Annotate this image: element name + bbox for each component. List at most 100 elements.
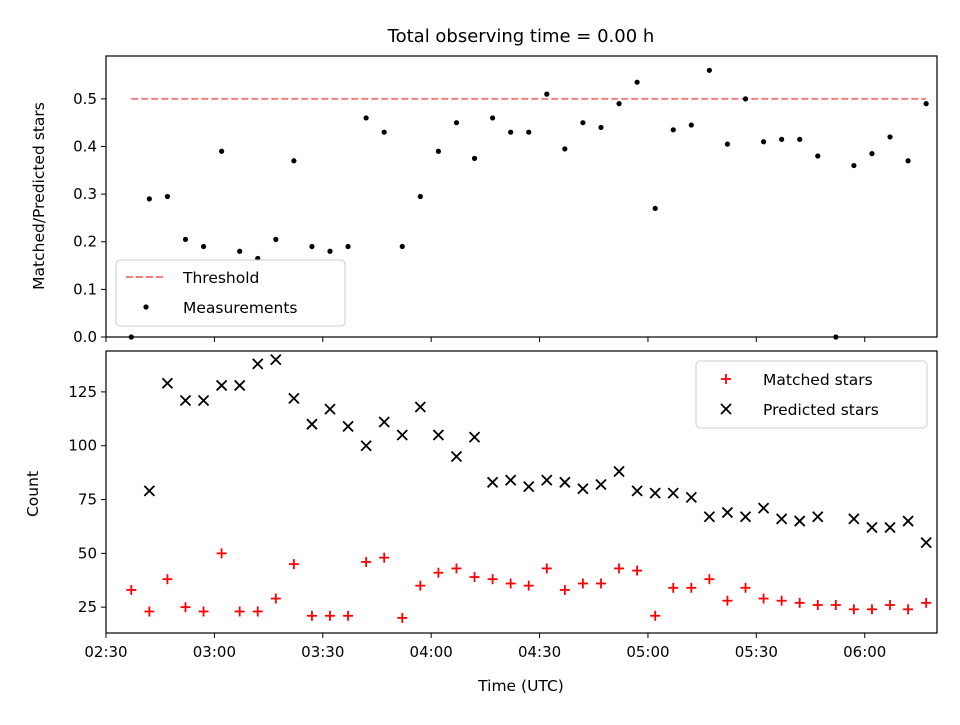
measurement-point bbox=[688, 122, 694, 128]
measurement-point bbox=[562, 146, 568, 152]
top-legend-box bbox=[115, 259, 346, 327]
predicted-star-point bbox=[703, 511, 716, 523]
matched-star-point bbox=[288, 559, 299, 570]
bottom-legend-box bbox=[695, 360, 928, 429]
measurement-point bbox=[580, 120, 586, 126]
legend-matched-swatch bbox=[721, 374, 731, 384]
top-y-axis-label: Matched/Predicted stars bbox=[30, 102, 48, 290]
predicted-star-point bbox=[360, 440, 372, 452]
measurement-point bbox=[905, 158, 911, 164]
predicted-star-point bbox=[794, 515, 806, 527]
matched-star-point bbox=[650, 610, 661, 621]
matched-star-point bbox=[361, 556, 372, 567]
predicted-star-point bbox=[396, 429, 408, 441]
legend-predicted-swatch bbox=[720, 403, 732, 415]
predicted-star-point bbox=[414, 401, 426, 413]
top-y-tick-label: 0.5 bbox=[73, 90, 97, 108]
legend-predicted-label: Predicted stars bbox=[763, 401, 879, 419]
predicted-star-point bbox=[902, 515, 914, 527]
measurement-point bbox=[345, 243, 351, 250]
matched-star-point bbox=[325, 610, 336, 621]
matched-star-point bbox=[541, 563, 552, 574]
bottom-y-tick-label: 100 bbox=[68, 437, 97, 455]
measurement-point bbox=[634, 79, 640, 85]
predicted-star-point bbox=[757, 502, 770, 514]
matched-star-point bbox=[794, 597, 805, 608]
measurement-point bbox=[544, 91, 550, 97]
matched-star-point bbox=[758, 593, 769, 604]
measurement-point bbox=[146, 196, 152, 202]
measurement-point bbox=[526, 129, 532, 135]
matched-star-point bbox=[198, 606, 209, 617]
matched-star-point bbox=[469, 572, 480, 583]
predicted-star-point bbox=[161, 377, 174, 389]
top-legend: Threshold Measurements bbox=[115, 259, 346, 327]
matched-star-point bbox=[451, 563, 462, 574]
predicted-star-point bbox=[721, 506, 734, 519]
matched-star-point bbox=[577, 578, 588, 589]
matched-star-point bbox=[487, 574, 498, 585]
measurement-point bbox=[435, 148, 441, 154]
matched-star-point bbox=[343, 610, 354, 621]
measurement-point bbox=[508, 129, 514, 135]
predicted-star-point bbox=[215, 379, 228, 392]
measurement-point bbox=[327, 248, 333, 254]
measurement-point bbox=[291, 158, 297, 164]
measurement-point bbox=[381, 129, 387, 135]
bottom-y-tick-label: 75 bbox=[78, 491, 97, 509]
predicted-star-point bbox=[324, 403, 336, 415]
top-y-tick-label: 0.1 bbox=[73, 280, 97, 298]
bottom-x-tick-label: 02:30 bbox=[84, 643, 127, 661]
bottom-x-tick-label: 03:00 bbox=[193, 643, 236, 661]
matched-star-point bbox=[415, 580, 426, 591]
matched-star-point bbox=[812, 600, 823, 611]
matched-star-point bbox=[216, 548, 227, 559]
predicted-star-point bbox=[559, 476, 571, 488]
matched-star-point bbox=[903, 604, 914, 615]
measurement-point bbox=[797, 136, 803, 142]
predicted-star-point bbox=[739, 511, 752, 523]
matched-star-point bbox=[270, 593, 281, 604]
top-axes-frame bbox=[105, 55, 938, 338]
bottom-x-axis-label: Time (UTC) bbox=[477, 677, 564, 695]
measurement-point bbox=[399, 243, 405, 250]
predicted-star-point bbox=[866, 521, 878, 534]
matched-star-point bbox=[668, 582, 679, 593]
measurement-point bbox=[779, 136, 785, 142]
matched-star-point bbox=[740, 582, 751, 593]
top-y-tick-label: 0.0 bbox=[73, 328, 97, 346]
top-y-tick-label: 0.4 bbox=[73, 137, 97, 155]
measurement-point bbox=[598, 124, 604, 131]
matched-star-point bbox=[433, 567, 444, 578]
matched-star-point bbox=[162, 574, 173, 585]
predicted-star-point bbox=[920, 536, 932, 549]
measurement-point bbox=[417, 193, 423, 200]
matched-star-point bbox=[126, 584, 137, 595]
bottom-panel: 25 50 75 100 125 02:30 03:00 03:30 04:00 04:30 05… bbox=[24, 350, 938, 695]
matched-star-point bbox=[830, 600, 841, 611]
predicted-star-point bbox=[288, 392, 300, 404]
matched-star-point bbox=[632, 565, 643, 576]
bottom-x-tick-label: 06:00 bbox=[843, 643, 886, 661]
predicted-star-point bbox=[613, 465, 625, 478]
predicted-star-point bbox=[432, 429, 445, 441]
matched-star-point bbox=[144, 606, 155, 617]
measurement-point bbox=[164, 193, 171, 200]
measurement-point bbox=[273, 236, 279, 242]
measurement-point bbox=[923, 101, 929, 107]
legend-threshold-label: Threshold bbox=[182, 269, 259, 287]
top-y-tick-label: 0.2 bbox=[73, 233, 97, 251]
matched-star-point bbox=[559, 584, 570, 595]
measurement-point bbox=[616, 101, 622, 107]
bottom-y-tick-label: 50 bbox=[78, 544, 97, 562]
predicted-star-point bbox=[179, 394, 192, 407]
matched-star-point bbox=[505, 578, 516, 589]
predicted-star-point bbox=[523, 480, 535, 493]
measurement-point bbox=[219, 148, 225, 154]
predicted-star-point bbox=[306, 418, 318, 430]
measurement-point bbox=[489, 115, 496, 121]
measurement-point bbox=[363, 115, 369, 121]
predicted-star-point bbox=[685, 491, 697, 504]
measurement-point bbox=[182, 236, 189, 242]
